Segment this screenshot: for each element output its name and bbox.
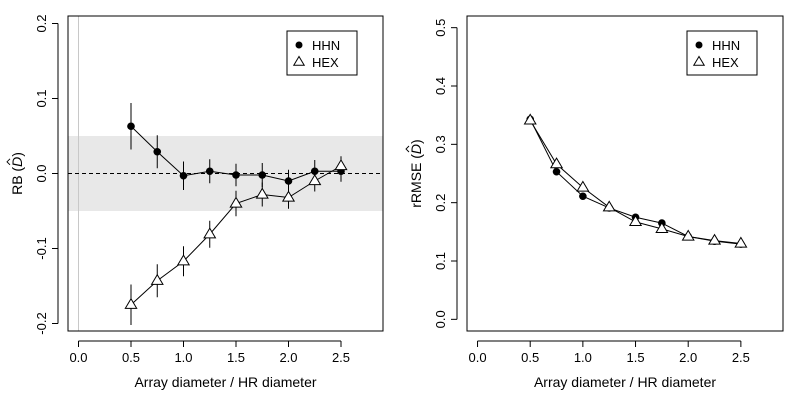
plot-frame bbox=[466, 15, 784, 332]
y-tick-label: 0.2 bbox=[433, 194, 448, 212]
data-point bbox=[549, 157, 564, 169]
y-axis-title-close: ) bbox=[9, 152, 25, 157]
data-point bbox=[655, 221, 669, 234]
data-point bbox=[552, 167, 561, 176]
y-tick-label: 0.1 bbox=[34, 89, 49, 107]
data-point bbox=[334, 159, 348, 171]
data-point bbox=[523, 113, 537, 125]
x-axis-title: Array diameter / HR diameter bbox=[534, 374, 716, 390]
data-point bbox=[602, 200, 616, 212]
y-axis-title-close: ) bbox=[408, 139, 424, 144]
data-point bbox=[281, 190, 296, 202]
y-tick-label: 0.5 bbox=[433, 19, 448, 37]
legend-marker-hex bbox=[292, 55, 306, 66]
data-point bbox=[232, 171, 240, 179]
x-tick-label: 0.0 bbox=[69, 350, 87, 365]
y-tick-label: 0.4 bbox=[433, 77, 448, 95]
legend-marker-hhn bbox=[295, 41, 303, 49]
y-axis-title-symbol: D bbox=[9, 157, 25, 167]
x-tick-label: 1.0 bbox=[174, 350, 192, 365]
x-tick-label: 2.0 bbox=[279, 350, 297, 365]
data-point bbox=[681, 229, 695, 241]
legend-marker-hhn bbox=[695, 41, 703, 49]
data-point bbox=[153, 147, 162, 156]
legend: HHN HEX bbox=[286, 30, 358, 76]
x-tick-label: 0.5 bbox=[521, 350, 539, 365]
x-axis-title: Array diameter / HR diameter bbox=[134, 374, 316, 390]
y-tick-label: 0.0 bbox=[34, 164, 49, 182]
data-point bbox=[205, 167, 214, 176]
y-axis-title: rRMSE (D) bbox=[408, 139, 424, 207]
hat-accent bbox=[6, 158, 11, 166]
legend-label: HEX bbox=[712, 55, 739, 70]
data-point bbox=[734, 236, 748, 248]
data-point bbox=[284, 177, 293, 185]
y-tick-label: 0.2 bbox=[34, 14, 49, 32]
x-tick-label: 0.5 bbox=[122, 350, 140, 365]
series-hhn bbox=[526, 115, 745, 248]
legend-label: HHN bbox=[312, 38, 340, 53]
data-point bbox=[179, 171, 188, 180]
x-tick-label: 2.0 bbox=[679, 350, 697, 365]
hat-accent bbox=[405, 145, 410, 153]
x-tick-label: 1.0 bbox=[574, 350, 592, 365]
chart-panel-2: 0.0 0.5 1.0 1.5 2.0 2.5 0.0 0.1 0.2 0.3 0.4 0.5 Arra… bbox=[405, 15, 784, 390]
x-tick-label: 1.5 bbox=[227, 350, 245, 365]
y-tick-label: -0.1 bbox=[34, 237, 49, 259]
legend-box bbox=[286, 30, 358, 76]
legend-marker-hex bbox=[692, 55, 706, 66]
x-tick-label: 1.5 bbox=[626, 350, 644, 365]
data-point bbox=[150, 273, 164, 285]
data-point bbox=[258, 171, 267, 179]
legend: HHN HEX bbox=[686, 30, 758, 76]
series-hex bbox=[124, 156, 348, 325]
x-tick-label: 0.0 bbox=[468, 350, 486, 365]
series-hex bbox=[523, 113, 748, 248]
x-tick-label: 2.5 bbox=[332, 350, 350, 365]
y-tick-label: -0.2 bbox=[34, 312, 49, 334]
legend-label: HEX bbox=[312, 55, 339, 70]
x-tick-label: 2.5 bbox=[732, 350, 750, 365]
y-axis-title-metric: RB ( bbox=[9, 167, 25, 195]
plot-frame bbox=[67, 15, 384, 332]
legend-box bbox=[686, 30, 758, 76]
data-point bbox=[308, 174, 322, 186]
data-point bbox=[203, 227, 217, 239]
data-point bbox=[255, 187, 269, 199]
chart-panel-1: 0.0 0.5 1.0 1.5 2.0 2.5 -0.2 -0.1 0.0 0.1 0.2 Array… bbox=[6, 14, 384, 390]
y-tick-label: 0.3 bbox=[433, 135, 448, 153]
series-hhn bbox=[127, 103, 345, 193]
data-point bbox=[229, 196, 243, 208]
y-axis-title-metric: rRMSE ( bbox=[408, 154, 424, 208]
y-axis-title-symbol: D bbox=[408, 144, 424, 154]
data-point bbox=[707, 233, 722, 245]
y-axis-title: RB (D) bbox=[9, 152, 25, 195]
data-point bbox=[176, 254, 191, 266]
data-point bbox=[579, 192, 587, 201]
y-tick-label: 0.1 bbox=[433, 252, 448, 270]
data-point bbox=[124, 297, 138, 309]
y-tick-label: 0.0 bbox=[433, 310, 448, 328]
data-point bbox=[576, 180, 590, 192]
legend-label: HHN bbox=[712, 38, 740, 53]
data-point bbox=[127, 122, 135, 131]
data-point bbox=[628, 214, 643, 227]
